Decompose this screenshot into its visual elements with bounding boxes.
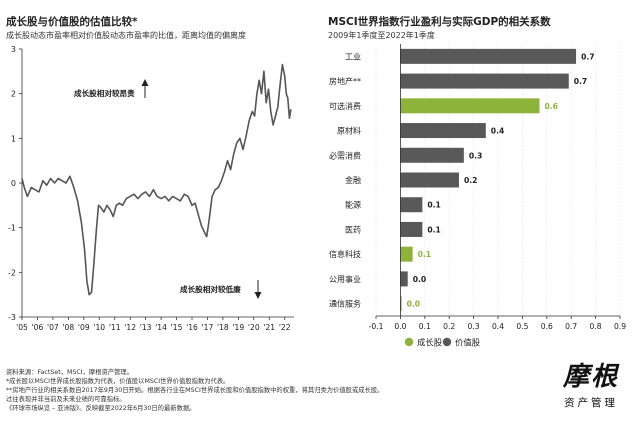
footnotes: 资料来源：FactSet，MSCI，摩根资产管理。 *成长股以MSCI世界成长股… — [6, 368, 446, 413]
valuation-series-line — [21, 63, 292, 296]
category-label: 原材料 — [337, 126, 361, 136]
x-tick-label: '19 — [232, 323, 244, 332]
x-tick-label: '08 — [62, 323, 74, 332]
bar-value-label: 0.2 — [464, 176, 477, 185]
footnote-line: 《环球市场纵览 – 亚洲版》。反映截至2022年6月30日的最新数据。 — [6, 405, 196, 412]
x-tick-label: '14 — [155, 323, 167, 332]
bar-value-label: 0.0 — [413, 275, 426, 284]
up-arrow-icon — [141, 79, 149, 98]
x-tick-label: '15 — [171, 323, 183, 332]
bar-value-label: 0.1 — [427, 225, 440, 234]
bar — [400, 197, 423, 213]
bar-value-label: 0.6 — [544, 102, 557, 111]
legend: 成长股 价值股 — [404, 337, 481, 348]
x-tick-label: '22 — [279, 323, 291, 332]
y-tick-label: 0 — [11, 179, 16, 188]
legend-growth-label: 成长股 — [417, 338, 443, 348]
footnote-line: *成长股以MSCI世界成长股指数为代表，价值股以MSCI世界价值股指数为代表。 — [6, 378, 230, 385]
x-tick-label: '06 — [32, 323, 44, 332]
footnote-line: 资料来源：FactSet，MSCI，摩根资产管理。 — [6, 369, 134, 376]
bar — [400, 271, 408, 287]
category-label: 工业 — [345, 51, 361, 61]
bar-x-tick-label: 0.7 — [565, 322, 577, 331]
bar-x-tick-label: 0.4 — [492, 322, 504, 331]
left-chart-title: 成长股与价值股的估值比较* — [6, 16, 138, 28]
bar-value-label: 0.1 — [427, 201, 440, 210]
x-tick-label: '10 — [93, 323, 105, 332]
right-chart-subtitle: 2009年1季度至2022年1季度 — [328, 31, 435, 40]
bar — [400, 246, 413, 262]
legend-value-swatch — [442, 337, 452, 347]
brand-subtitle: 资产管理 — [564, 397, 618, 409]
right-chart-title: MSCI世界指数行业盈利与实际GDP的相关系数 — [328, 16, 551, 28]
left-chart-subtitle: 成长股动态市盈率相对价值股动态市盈率的比值，距离均值的偏离度 — [6, 31, 246, 40]
category-label: 必需消费 — [329, 150, 361, 160]
x-tick-label: '18 — [217, 323, 229, 332]
brand-name: 摩根 — [562, 362, 619, 392]
bar-x-tick-label: -0.1 — [369, 322, 384, 331]
x-tick-label: '20 — [248, 323, 260, 332]
bar-x-tick-label: 0.0 — [394, 322, 406, 331]
bar-x-tick-label: 0.6 — [541, 322, 553, 331]
bar-x-tick-label: 0.5 — [516, 322, 528, 331]
y-tick-label: 2 — [11, 90, 16, 99]
bar-x-tick-label: 0.2 — [443, 322, 455, 331]
category-label: 可选消费 — [329, 101, 361, 111]
category-label: 金融 — [345, 175, 361, 185]
x-tick-label: '09 — [78, 323, 90, 332]
y-tick-label: 3 — [11, 45, 16, 54]
bar-x-tick-label: 0.1 — [419, 322, 431, 331]
x-tick-label: '07 — [47, 323, 59, 332]
legend-growth-swatch — [404, 337, 414, 347]
down-arrow-icon — [254, 280, 262, 299]
category-label: 信息科技 — [329, 249, 361, 259]
x-tick-label: '17 — [202, 323, 214, 332]
x-tick-label: '05 — [16, 323, 28, 332]
y-tick-label: -1 — [8, 224, 16, 233]
bar-value-label: 0.4 — [491, 127, 504, 136]
x-tick-label: '11 — [109, 323, 121, 332]
bar-value-label: 0.7 — [574, 77, 587, 86]
bar — [400, 172, 459, 188]
annotation-expensive: 成长股相对较昂贵 — [74, 88, 135, 98]
bar-x-tick-label: 0.8 — [590, 322, 602, 331]
bar — [400, 48, 577, 64]
category-label: 公用事业 — [329, 274, 361, 284]
annotation-cheap: 成长股相对较低廉 — [180, 284, 241, 294]
y-tick-label: -3 — [8, 313, 16, 322]
brand-logo: 摩根 资产管理 — [548, 356, 634, 410]
x-tick-label: '16 — [186, 323, 198, 332]
bar — [400, 98, 540, 114]
footnote-line: 过往表现并非当前及未来业绩的可靠指标。 — [6, 396, 126, 403]
x-tick-label: '21 — [263, 323, 275, 332]
bar — [400, 221, 423, 237]
bar-value-label: 0.1 — [418, 250, 431, 259]
category-label: 房地产** — [329, 76, 361, 86]
x-tick-label: '12 — [124, 323, 136, 332]
bar — [400, 296, 402, 312]
bar-x-tick-label: 0.9 — [614, 322, 626, 331]
category-label: 通信服务 — [329, 299, 361, 309]
x-tick-label: '13 — [140, 323, 152, 332]
y-tick-label: 1 — [11, 134, 16, 143]
legend-value-label: 价值股 — [455, 338, 481, 348]
category-label: 医药 — [345, 224, 361, 234]
bar-x-tick-label: 0.3 — [468, 322, 480, 331]
bar-value-label: 0.3 — [469, 151, 482, 160]
footnote-line: **房地产行业的相关系数自2017年9月30日开始。根据各行业在MSCI世界成长… — [6, 387, 384, 394]
bar-value-label: 0.7 — [581, 52, 594, 61]
bar-value-label: 0.0 — [407, 300, 420, 309]
category-label: 能源 — [345, 200, 361, 210]
bar — [400, 123, 486, 139]
y-tick-label: -2 — [8, 268, 16, 277]
bar — [400, 147, 464, 163]
bar — [400, 73, 569, 89]
